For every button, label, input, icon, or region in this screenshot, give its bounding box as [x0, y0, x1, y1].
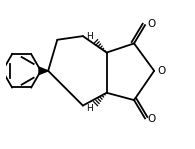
- Text: H: H: [86, 32, 93, 41]
- Text: O: O: [148, 114, 156, 124]
- Text: O: O: [148, 19, 156, 29]
- Text: O: O: [157, 66, 165, 76]
- Polygon shape: [39, 67, 48, 74]
- Text: H: H: [86, 104, 93, 113]
